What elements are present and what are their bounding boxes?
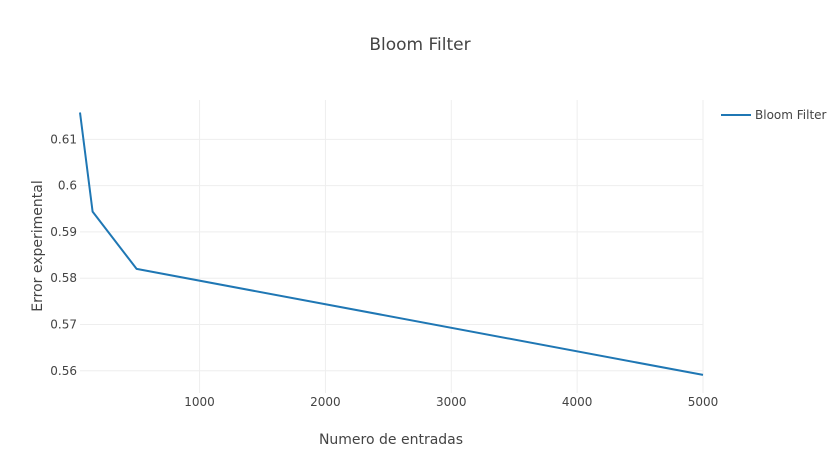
y-tick-label: 0.56 <box>50 364 77 378</box>
y-tick-label: 0.57 <box>50 317 77 331</box>
x-tick-label: 5000 <box>688 395 719 409</box>
x-tick-label: 1000 <box>184 395 215 409</box>
legend-label: Bloom Filter <box>755 108 827 122</box>
x-tick-label: 2000 <box>310 395 341 409</box>
y-tick-label: 0.6 <box>58 179 77 193</box>
x-tick-label: 3000 <box>436 395 467 409</box>
x-tick-label: 4000 <box>562 395 593 409</box>
legend[interactable]: Bloom Filter <box>721 108 827 122</box>
series-line[interactable] <box>79 112 704 376</box>
grid <box>80 100 704 393</box>
series-layer <box>79 112 704 376</box>
y-tick-label: 0.61 <box>50 132 77 146</box>
y-tick-label: 0.58 <box>50 271 77 285</box>
y-axis-title: Error experimental <box>30 180 46 311</box>
chart-title: Bloom Filter <box>369 35 470 55</box>
x-axis-title: Numero de entradas <box>319 432 463 448</box>
y-tick-label: 0.59 <box>50 225 77 239</box>
ticks: 1000 2000 3000 4000 5000 0.56 0.57 0.58 0.59 0.6 0… <box>50 132 718 409</box>
